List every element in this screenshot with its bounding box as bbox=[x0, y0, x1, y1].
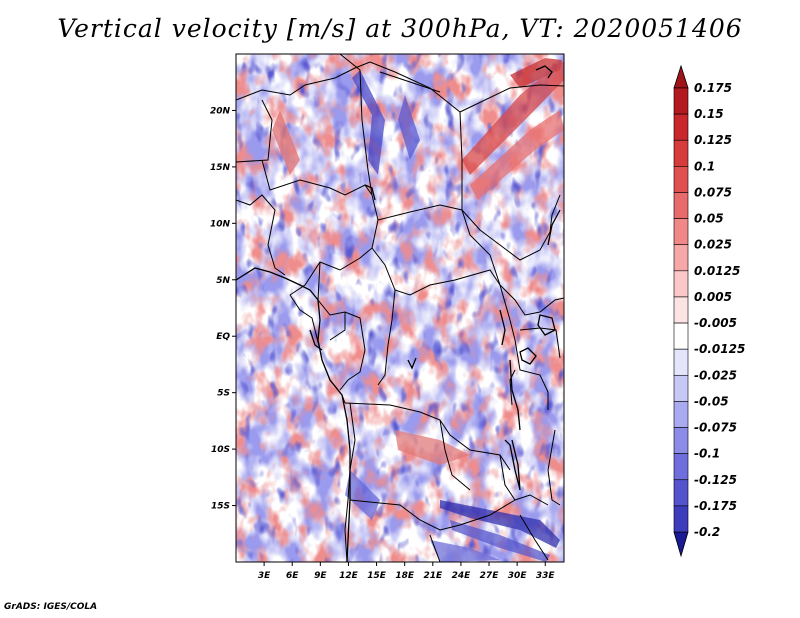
colorbar-bottom-arrow bbox=[673, 531, 689, 558]
colorbar-label: 0.0125 bbox=[694, 264, 740, 278]
colorbar-label: 0.1 bbox=[694, 159, 715, 173]
colorbar-swatch bbox=[673, 427, 689, 454]
colorbar-label: 0.005 bbox=[694, 290, 732, 304]
colorbar-swatch bbox=[673, 270, 689, 298]
colorbar-label: -0.075 bbox=[694, 421, 737, 435]
colorbar-swatch bbox=[673, 348, 689, 376]
colorbar-swatch bbox=[673, 401, 689, 428]
colorbar-label: -0.125 bbox=[694, 473, 737, 487]
colorbar-label: -0.175 bbox=[694, 499, 737, 513]
lat-tick-label: 15S bbox=[211, 502, 230, 512]
colorbar: 0.175 0.15 0.125 0.1 0.075 0.05 0.025 0.0125 0.0… bbox=[673, 64, 745, 558]
lon-tick-label: 30E bbox=[508, 571, 528, 581]
lat-tick-label: 5S bbox=[217, 389, 230, 399]
colorbar-swatch bbox=[673, 244, 689, 272]
lon-tick-label: 18E bbox=[395, 571, 415, 581]
lon-tick-label: 12E bbox=[339, 571, 359, 581]
colorbar-label: 0.15 bbox=[694, 107, 724, 121]
colorbar-swatch bbox=[673, 296, 689, 324]
colorbar-swatch bbox=[673, 218, 689, 246]
colorbar-label: -0.005 bbox=[694, 316, 737, 330]
colorbar-label: -0.025 bbox=[694, 368, 737, 382]
longitude-axis: 3E 6E 9E 12E 15E 18E 21E 24E 27E 30E 33E bbox=[258, 562, 556, 581]
coastlines bbox=[236, 65, 561, 562]
colorbar-swatch bbox=[673, 374, 689, 402]
lon-tick-label: 3E bbox=[258, 571, 271, 581]
lat-tick-label: 5N bbox=[216, 276, 230, 286]
lon-tick-label: 6E bbox=[286, 571, 299, 581]
colorbar-swatch bbox=[673, 192, 689, 219]
credit-label: GrADS: IGES/COLA bbox=[4, 602, 98, 612]
lon-tick-label: 15E bbox=[367, 571, 387, 581]
lon-tick-label: 24E bbox=[452, 571, 472, 581]
colorbar-swatch bbox=[673, 479, 689, 507]
map-frame bbox=[235, 53, 565, 563]
colorbar-swatch bbox=[673, 87, 689, 115]
colorbar-label: 0.125 bbox=[694, 133, 732, 147]
lon-tick-label: 33E bbox=[536, 571, 556, 581]
latitude-axis: 20N 15N 10N 5N EQ 5S 10S 15S bbox=[210, 106, 236, 512]
colorbar-label: -0.0125 bbox=[694, 342, 745, 356]
lat-tick-label: EQ bbox=[216, 332, 230, 342]
colorbar-label: 0.05 bbox=[694, 212, 724, 226]
colorbar-swatch bbox=[673, 505, 689, 533]
lat-tick-label: 20N bbox=[210, 106, 231, 116]
map-title: Vertical velocity [m/s] at 300hPa, VT: 2… bbox=[57, 14, 743, 43]
lon-tick-label: 21E bbox=[423, 571, 443, 581]
colorbar-top-arrow bbox=[673, 64, 689, 89]
colorbar-label: -0.2 bbox=[694, 525, 720, 539]
lon-tick-label: 9E bbox=[314, 571, 327, 581]
colorbar-label: 0.025 bbox=[694, 238, 732, 252]
lat-tick-label: 15N bbox=[210, 163, 231, 173]
lat-tick-label: 10N bbox=[210, 219, 231, 229]
colorbar-label: 0.075 bbox=[694, 185, 732, 199]
colorbar-label: 0.175 bbox=[694, 81, 732, 95]
colorbar-swatch bbox=[673, 322, 689, 350]
lat-tick-label: 10S bbox=[211, 445, 230, 455]
lon-tick-label: 27E bbox=[480, 571, 500, 581]
velocity-field bbox=[236, 54, 564, 562]
colorbar-swatch bbox=[673, 113, 689, 141]
colorbar-swatch bbox=[673, 166, 689, 193]
colorbar-swatch bbox=[673, 453, 689, 481]
colorbar-label: -0.1 bbox=[694, 447, 720, 461]
colorbar-label: -0.05 bbox=[694, 394, 729, 408]
colorbar-swatch bbox=[673, 139, 689, 167]
